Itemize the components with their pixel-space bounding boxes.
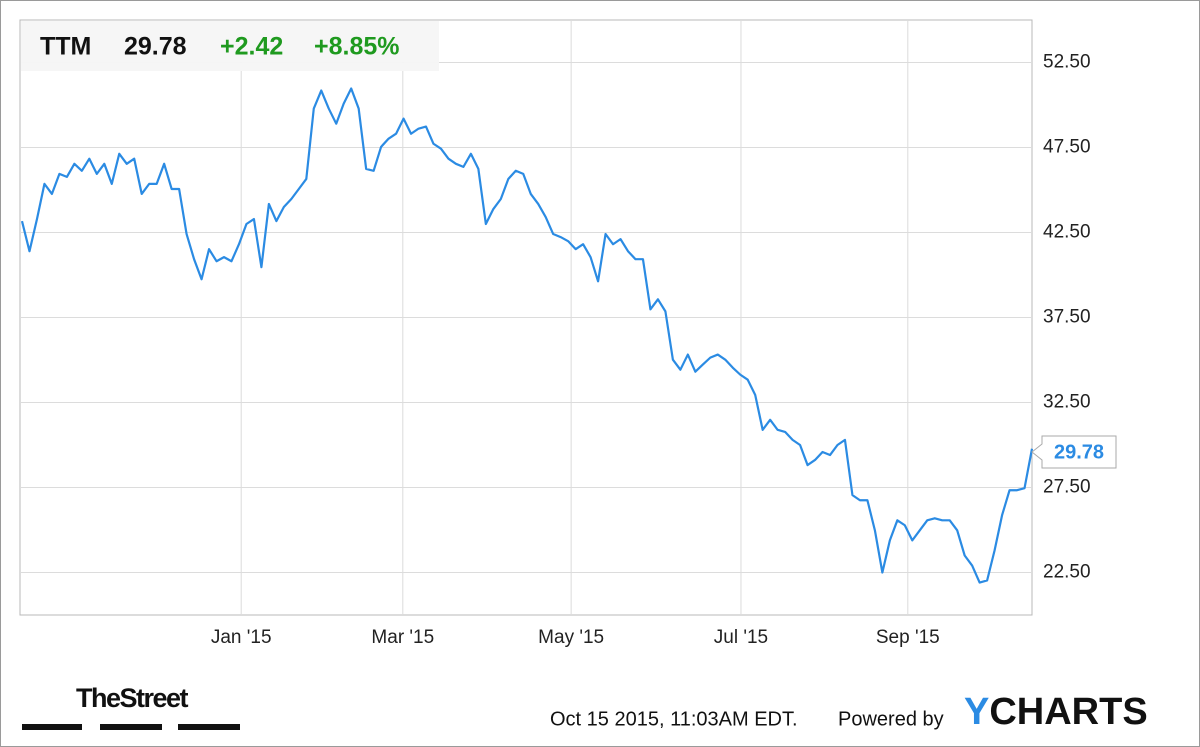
logo-bar xyxy=(178,724,240,730)
series xyxy=(20,87,1034,584)
x-tick-label: Jul '15 xyxy=(714,627,768,648)
x-tick-label: May '15 xyxy=(538,627,604,648)
logo-bar xyxy=(22,724,82,730)
price-line xyxy=(20,87,1034,584)
y-tick-label: 47.50 xyxy=(1043,137,1091,158)
x-tick-label: Sep '15 xyxy=(876,627,940,648)
logo-bar xyxy=(100,724,162,730)
price-tag-box xyxy=(1031,435,1117,469)
change: +2.42 xyxy=(220,33,283,61)
powered-by: Powered by xyxy=(838,708,944,730)
ticker: TTM xyxy=(40,33,91,61)
timestamp: Oct 15 2015, 11:03AM EDT. xyxy=(550,708,798,730)
x-tick-label: Mar '15 xyxy=(371,627,434,648)
y-tick-label: 52.50 xyxy=(1043,52,1091,73)
y-tick-label: 27.50 xyxy=(1043,477,1091,498)
y-tick-label: 22.50 xyxy=(1043,562,1091,583)
source-logo: TheStreet xyxy=(76,683,189,713)
last-price: 29.78 xyxy=(124,33,187,61)
x-tick-label: Jan '15 xyxy=(211,627,272,648)
price-tag: 29.78 xyxy=(1031,435,1117,469)
y-tick-label: 42.50 xyxy=(1043,222,1091,243)
grid xyxy=(20,20,1032,615)
y-tick-label: 32.50 xyxy=(1043,392,1091,413)
change-percent: +8.85% xyxy=(314,33,400,61)
price-tag-label: 29.78 xyxy=(1054,441,1104,463)
brand-logo: YCHARTS xyxy=(964,691,1148,733)
y-tick-label: 37.50 xyxy=(1043,307,1091,328)
ticker-box xyxy=(21,21,439,71)
